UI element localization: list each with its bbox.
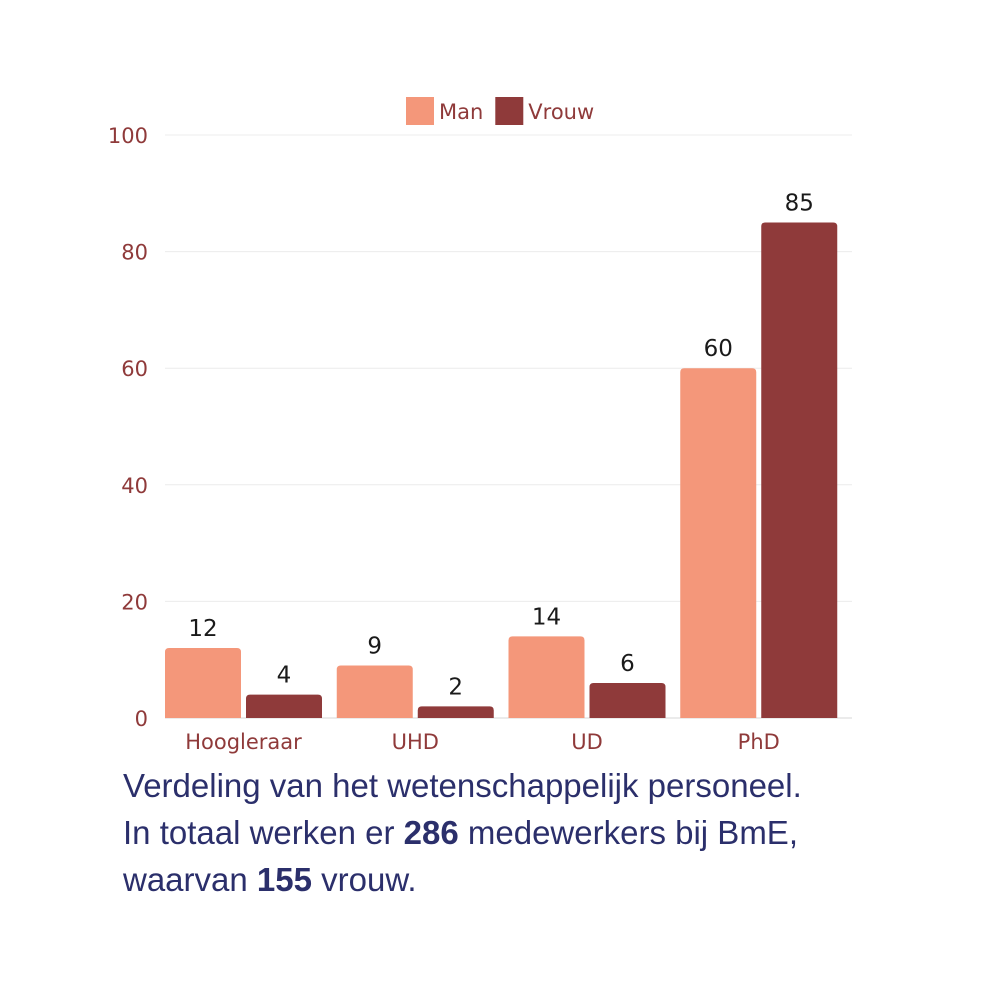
bar-man-uhd: [336, 665, 413, 718]
bar-vrouw-hoogleraar: [246, 694, 322, 718]
y-tick-label: 100: [108, 124, 148, 148]
caption-line-3-pre: waarvan: [123, 861, 257, 898]
caption-line-1: Verdeling van het wetenschappelijk perso…: [123, 762, 983, 809]
caption-line-3: waarvan 155 vrouw.: [123, 856, 983, 903]
value-label-man-uhd: 9: [367, 634, 382, 660]
value-label-vrouw-phd: 85: [785, 190, 814, 216]
value-label-vrouw-uhd: 2: [448, 674, 463, 700]
value-labels: 12 4 9 2 14 6 60 85: [188, 190, 814, 700]
legend-swatch-man: [406, 97, 434, 125]
caption-line-2: In totaal werken er 286 medewerkers bij …: [123, 809, 983, 856]
y-tick-label: 40: [121, 474, 148, 498]
caption-line-2-post: medewerkers bij BmE,: [458, 814, 798, 851]
y-tick-label: 0: [135, 707, 148, 731]
bar-vrouw-ud: [589, 683, 666, 718]
x-tick-label: PhD: [738, 730, 780, 754]
x-axis-ticks: Hoogleraar UHD UD PhD: [185, 730, 780, 754]
legend: Man Vrouw: [406, 97, 594, 125]
value-label-vrouw-hoogleraar: 4: [277, 663, 292, 689]
caption-total-count: 286: [403, 814, 459, 851]
caption-female-count: 155: [256, 861, 312, 898]
caption-line-1-text: Verdeling van het wetenschappelijk perso…: [123, 767, 802, 804]
y-tick-label: 80: [121, 241, 148, 265]
legend-label-vrouw: Vrouw: [528, 100, 594, 124]
bar-vrouw-phd: [761, 222, 838, 718]
caption-line-3-post: vrouw.: [311, 861, 417, 898]
x-tick-label: Hoogleraar: [185, 730, 302, 754]
x-tick-label: UD: [571, 730, 603, 754]
value-label-man-ud: 14: [532, 604, 561, 630]
value-label-man-hoogleraar: 12: [188, 616, 217, 642]
y-tick-label: 20: [121, 590, 148, 614]
caption-line-2-pre: In totaal werken er: [123, 814, 404, 851]
caption: Verdeling van het wetenschappelijk perso…: [123, 762, 983, 903]
y-axis-ticks: 0 20 40 60 80 100: [108, 124, 148, 731]
value-label-man-phd: 60: [704, 336, 733, 362]
x-tick-label: UHD: [392, 730, 439, 754]
bars: [165, 222, 838, 718]
bar-chart: 0 20 40 60 80 100 12 4 9 2 14 6 60 85 Hoogleraar UHD U…: [108, 97, 852, 754]
value-label-vrouw-ud: 6: [620, 651, 635, 677]
bar-vrouw-uhd: [417, 706, 494, 718]
bar-man-ud: [508, 636, 585, 718]
y-tick-label: 60: [121, 357, 148, 381]
bar-man-hoogleraar: [165, 648, 241, 718]
legend-swatch-vrouw: [495, 97, 524, 125]
legend-label-man: Man: [439, 100, 483, 124]
bar-man-phd: [680, 368, 757, 718]
